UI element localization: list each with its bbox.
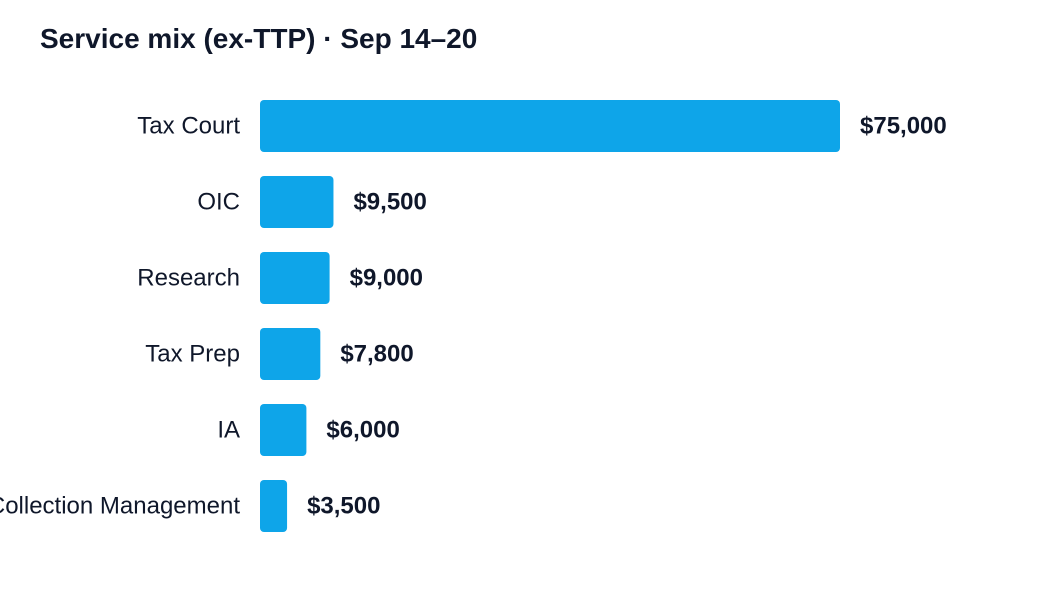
bar bbox=[260, 404, 307, 456]
bar bbox=[260, 252, 330, 304]
value-label: $6,000 bbox=[326, 417, 399, 444]
category-label: OIC bbox=[197, 189, 240, 216]
category-label: Tax Court bbox=[137, 113, 240, 140]
bar bbox=[260, 328, 321, 380]
value-label: $9,000 bbox=[350, 265, 423, 292]
value-label: $3,500 bbox=[307, 493, 380, 520]
value-label: $75,000 bbox=[860, 113, 947, 140]
value-label: $9,500 bbox=[353, 189, 426, 216]
category-label: Research bbox=[137, 265, 240, 292]
category-label: Tax Prep bbox=[145, 341, 240, 368]
category-label: Collection Management bbox=[0, 493, 240, 520]
bar bbox=[260, 176, 334, 228]
category-label: IA bbox=[217, 417, 240, 444]
value-label: $7,800 bbox=[340, 341, 413, 368]
bar bbox=[260, 480, 288, 532]
chart-title: Service mix (ex-TTP) · Sep 14–20 bbox=[40, 23, 478, 54]
bar bbox=[260, 100, 840, 152]
